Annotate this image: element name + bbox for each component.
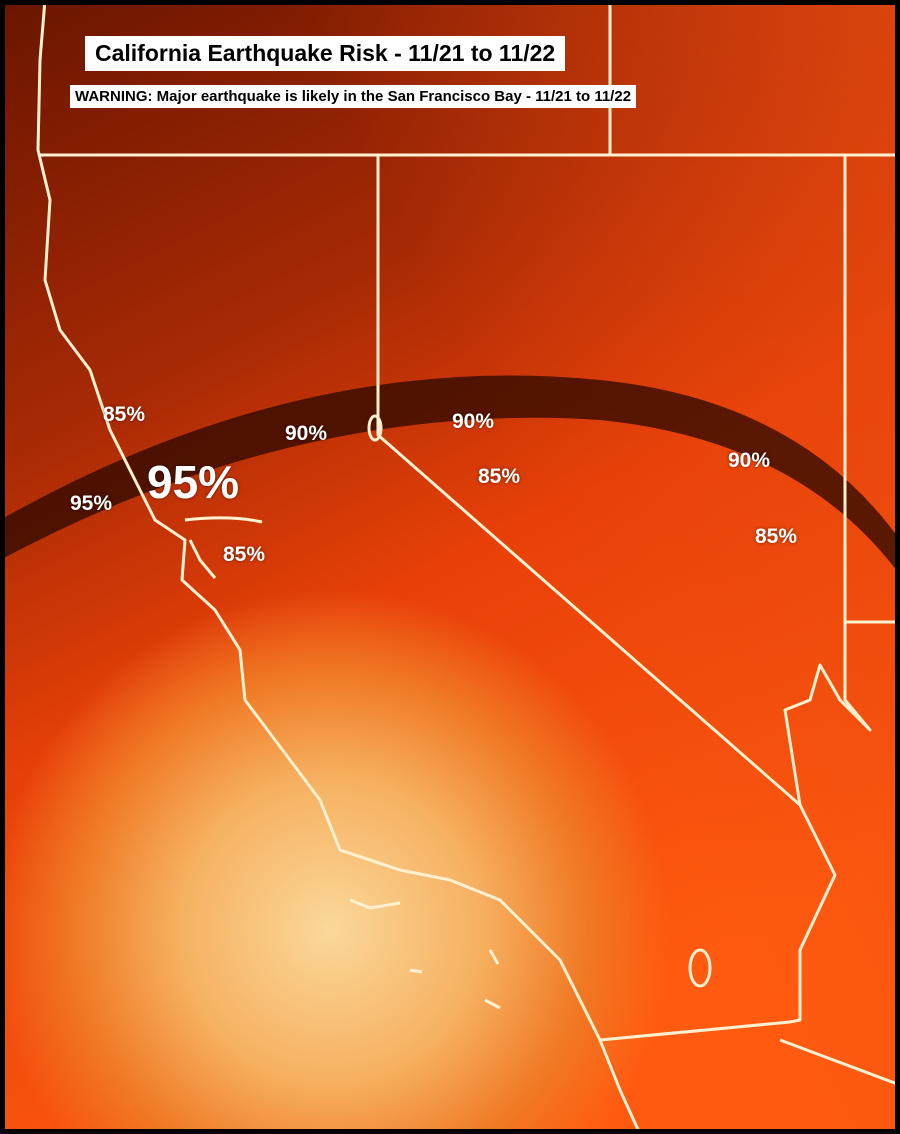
risk-label: 95% (70, 492, 113, 515)
coastline (36, 0, 642, 1134)
map-title: California Earthquake Risk - 11/21 to 11… (85, 36, 566, 71)
risk-label: 85% (478, 465, 521, 488)
arizona-border (779, 1038, 900, 1087)
mexico-border (599, 1020, 791, 1042)
risk-label: 90% (728, 449, 771, 472)
risk-label: 90% (452, 410, 495, 433)
risk-label: 85% (755, 525, 798, 548)
risk-label: 85% (103, 403, 146, 426)
risk-label: 90% (285, 422, 328, 445)
salton-sea (688, 948, 712, 988)
risk-label: 85% (223, 543, 266, 566)
bay (184, 516, 263, 579)
risk-label-primary: 95% (147, 456, 240, 508)
channel-islands (349, 898, 501, 1010)
nevada-border (376, 155, 801, 807)
boundaries (36, 0, 900, 1134)
lake-tahoe (367, 414, 383, 442)
warning-banner: WARNING: Major earthquake is likely in t… (70, 85, 637, 108)
colorado-river (783, 622, 872, 1024)
